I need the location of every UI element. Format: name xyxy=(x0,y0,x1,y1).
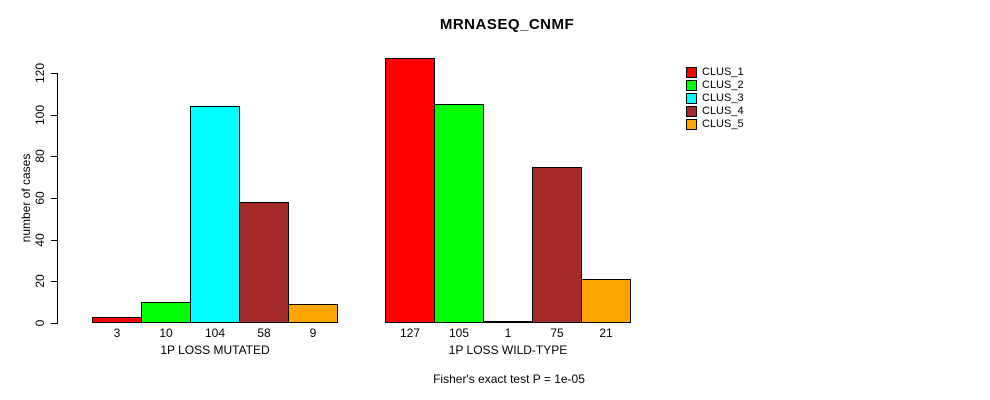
chart-title: MRNASEQ_CNMF xyxy=(439,16,575,33)
fisher-test-annotation: Fisher's exact test P = 1e-05 xyxy=(433,372,585,386)
y-axis-label: number of cases xyxy=(19,153,33,243)
y-axis-tick xyxy=(51,240,58,241)
legend-item: CLUS_5 xyxy=(686,118,766,131)
y-axis-tick xyxy=(51,73,58,74)
y-axis-tick-label: 0 xyxy=(33,319,47,327)
bar-clus_5 xyxy=(581,279,631,323)
y-axis-tick-label: 40 xyxy=(33,233,47,247)
y-axis-tick-label: 120 xyxy=(33,62,47,84)
legend-label: CLUS_2 xyxy=(702,79,744,91)
bar-value-label: 58 xyxy=(257,326,271,340)
bar-value-label: 21 xyxy=(599,326,613,340)
legend-item: CLUS_4 xyxy=(686,105,766,118)
bar-value-label: 127 xyxy=(399,326,421,340)
y-axis-tick xyxy=(51,198,58,199)
legend-swatch-clus_5 xyxy=(686,119,697,130)
bar-clus_1 xyxy=(92,317,142,323)
y-axis-tick xyxy=(51,281,58,282)
x-group-label-wild-type: 1P LOSS WILD-TYPE xyxy=(448,343,568,357)
y-axis-tick-label: 100 xyxy=(33,104,47,126)
legend-label: CLUS_1 xyxy=(702,66,744,78)
bar-clus_2 xyxy=(434,104,484,323)
legend-swatch-clus_1 xyxy=(686,67,697,78)
bar-value-label: 104 xyxy=(204,326,226,340)
y-axis-tick-label: 80 xyxy=(33,149,47,163)
bar-clus_5 xyxy=(288,304,338,323)
bar-value-label: 3 xyxy=(113,326,121,340)
legend-label: CLUS_5 xyxy=(702,118,744,130)
bar-clus_2 xyxy=(141,302,191,323)
bar-value-label: 75 xyxy=(550,326,564,340)
bar-value-label: 9 xyxy=(309,326,317,340)
bar-clus_3 xyxy=(190,106,240,323)
legend-swatch-clus_3 xyxy=(686,93,697,104)
y-axis-tick xyxy=(51,115,58,116)
legend-swatch-clus_2 xyxy=(686,80,697,91)
legend-item: CLUS_1 xyxy=(686,66,766,79)
bar-value-label: 1 xyxy=(504,326,512,340)
legend-label: CLUS_3 xyxy=(702,92,744,104)
bar-clus_4 xyxy=(239,202,289,323)
bar-value-label: 105 xyxy=(448,326,470,340)
legend-label: CLUS_4 xyxy=(702,105,744,117)
x-group-label-mutated: 1P LOSS MUTATED xyxy=(160,343,270,357)
y-axis-tick xyxy=(51,323,58,324)
y-axis-tick-label: 20 xyxy=(33,274,47,288)
bar-clus_3 xyxy=(483,321,533,323)
y-axis-tick-label: 60 xyxy=(33,191,47,205)
legend-item: CLUS_2 xyxy=(686,79,766,92)
bar-clus_1 xyxy=(385,58,435,323)
legend-swatch-clus_4 xyxy=(686,106,697,117)
bar-clus_4 xyxy=(532,167,582,323)
bar-value-label: 10 xyxy=(159,326,173,340)
y-axis-tick xyxy=(51,156,58,157)
legend-item: CLUS_3 xyxy=(686,92,766,105)
